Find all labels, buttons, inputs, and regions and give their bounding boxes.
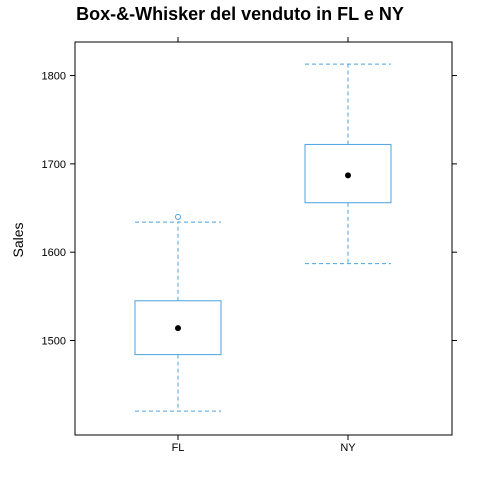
y-tick-label: 1600 — [42, 247, 66, 259]
median-dot — [175, 325, 181, 332]
median-dot — [345, 172, 351, 179]
box-fl — [134, 213, 222, 412]
y-axis-label: Sales — [10, 222, 26, 257]
x-tick-label: FL — [172, 442, 185, 454]
plot-frame — [74, 41, 453, 436]
axis-ticks: 1500 1600 1700 1800 FL NY — [42, 37, 457, 454]
y-tick-label: 1700 — [42, 159, 66, 171]
box-ny — [304, 63, 392, 265]
iqr-box — [134, 300, 222, 356]
y-tick-label: 1500 — [42, 336, 66, 348]
outlier-point — [175, 213, 181, 220]
chart-title: Box-&-Whisker del venduto in FL e NY — [76, 4, 404, 24]
boxes-layer — [134, 63, 392, 412]
iqr-box — [304, 143, 392, 204]
y-tick-label: 1800 — [42, 71, 66, 83]
x-tick-label: NY — [340, 442, 356, 454]
